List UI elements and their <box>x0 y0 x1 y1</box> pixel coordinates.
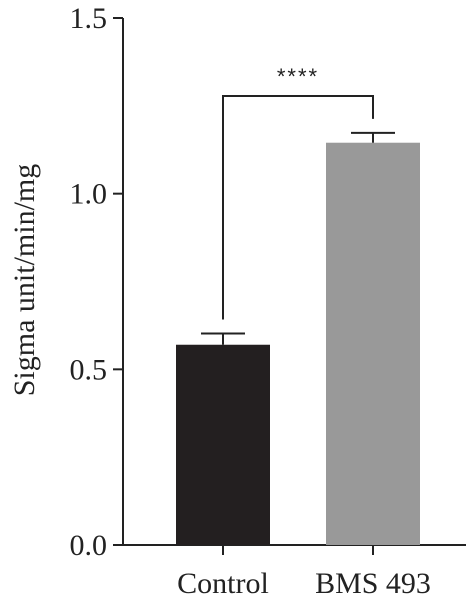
significance-label: **** <box>277 64 319 89</box>
significance-bracket: **** <box>222 64 374 320</box>
bar <box>326 142 420 545</box>
significance-line <box>222 95 374 320</box>
bar <box>176 344 270 545</box>
y-ticks: 0.0 0.5 1.0 1.5 <box>70 2 123 562</box>
x-ticks: Control BMS 493 <box>177 545 431 600</box>
category-label: BMS 493 <box>315 567 431 600</box>
bars <box>176 131 420 545</box>
y-axis-title: Sigma unit/min/mg <box>8 164 41 397</box>
y-tick-label: 0.0 <box>70 529 108 562</box>
category-label: Control <box>177 567 269 600</box>
y-tick-label: 0.5 <box>70 353 108 386</box>
y-tick-label: 1.5 <box>70 2 108 35</box>
y-tick-label: 1.0 <box>70 178 108 211</box>
